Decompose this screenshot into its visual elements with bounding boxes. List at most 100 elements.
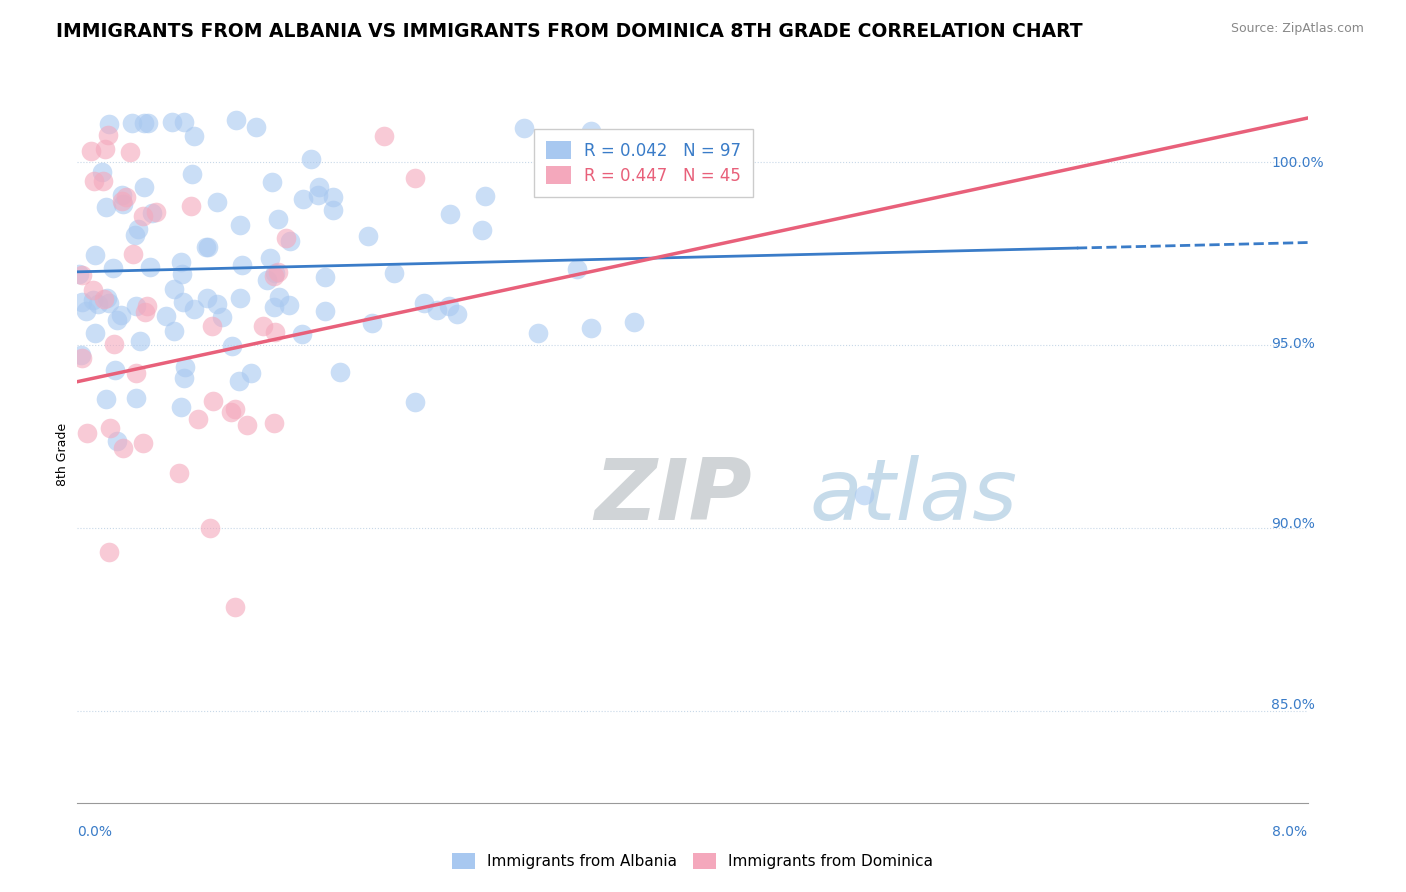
Point — [523, 221, 546, 235]
Point — [226, 297, 249, 311]
Point — [180, 246, 202, 260]
Point — [204, 186, 226, 201]
Text: 8.0%: 8.0% — [1272, 825, 1308, 839]
Point — [350, 229, 373, 244]
Point — [191, 288, 214, 302]
Point — [339, 267, 361, 281]
Point — [501, 304, 523, 318]
Point — [249, 115, 271, 129]
Point — [193, 293, 215, 308]
Point — [256, 252, 278, 267]
Point — [526, 187, 548, 202]
Point — [396, 361, 419, 376]
Point — [200, 429, 222, 443]
Point — [191, 128, 214, 142]
Point — [198, 359, 221, 374]
Point — [180, 324, 202, 338]
Point — [308, 370, 330, 384]
Point — [607, 260, 630, 274]
Point — [353, 233, 375, 247]
Text: ZIP: ZIP — [633, 450, 792, 533]
Point — [278, 289, 301, 303]
Point — [200, 310, 222, 325]
Point — [484, 301, 506, 315]
Point — [208, 189, 231, 203]
Point — [167, 344, 190, 359]
Point — [284, 390, 307, 404]
Text: atlas: atlas — [824, 450, 1032, 533]
Point — [225, 302, 247, 317]
Point — [229, 258, 252, 272]
Point — [231, 204, 253, 219]
Y-axis label: 8th Grade: 8th Grade — [56, 419, 69, 482]
Point — [408, 21, 430, 36]
Point — [205, 436, 228, 450]
Point — [378, 186, 401, 201]
Point — [179, 280, 201, 294]
Point — [169, 348, 191, 362]
Point — [260, 357, 283, 371]
Point — [169, 293, 191, 307]
Point — [169, 266, 191, 280]
Point — [224, 179, 246, 194]
Point — [197, 334, 219, 348]
Point — [329, 317, 352, 331]
Point — [561, 120, 583, 135]
Point — [212, 116, 235, 130]
Point — [190, 198, 212, 212]
Point — [318, 362, 340, 376]
Point — [250, 321, 273, 335]
Point — [572, 324, 595, 338]
Point — [364, 324, 387, 338]
Point — [217, 387, 239, 401]
Point — [179, 291, 201, 305]
Point — [259, 368, 281, 382]
Point — [226, 115, 249, 129]
Point — [221, 331, 243, 345]
Point — [391, 188, 413, 202]
Point — [301, 401, 323, 416]
Point — [288, 194, 311, 208]
Point — [463, 170, 485, 185]
Point — [257, 292, 280, 306]
Point — [271, 409, 294, 423]
Point — [188, 141, 211, 155]
Point — [193, 417, 215, 431]
Point — [336, 174, 359, 188]
Point — [309, 217, 332, 231]
Point — [658, 312, 681, 326]
Point — [339, 412, 361, 426]
Point — [304, 593, 326, 607]
Point — [239, 88, 262, 103]
Point — [619, 123, 641, 137]
Point — [422, 227, 444, 242]
Point — [342, 211, 364, 225]
Point — [233, 204, 256, 219]
Point — [215, 226, 238, 240]
Text: Source: ZipAtlas.com: Source: ZipAtlas.com — [1230, 22, 1364, 36]
Point — [333, 271, 356, 285]
Point — [193, 540, 215, 554]
Point — [494, 297, 516, 311]
Point — [204, 193, 226, 207]
Point — [211, 145, 233, 159]
Point — [353, 43, 375, 57]
Point — [166, 264, 188, 278]
Point — [283, 516, 305, 530]
Point — [217, 296, 239, 310]
Text: 0.0%: 0.0% — [77, 825, 112, 839]
Point — [340, 264, 363, 278]
Point — [444, 264, 467, 278]
Point — [309, 288, 332, 302]
Point — [183, 295, 205, 310]
Point — [187, 164, 209, 178]
Point — [463, 391, 485, 405]
Point — [352, 295, 374, 310]
Point — [371, 151, 394, 165]
Point — [364, 191, 387, 205]
Point — [436, 128, 458, 143]
Point — [259, 114, 281, 128]
Point — [315, 414, 337, 428]
Point — [494, 206, 516, 220]
Point — [257, 396, 280, 410]
